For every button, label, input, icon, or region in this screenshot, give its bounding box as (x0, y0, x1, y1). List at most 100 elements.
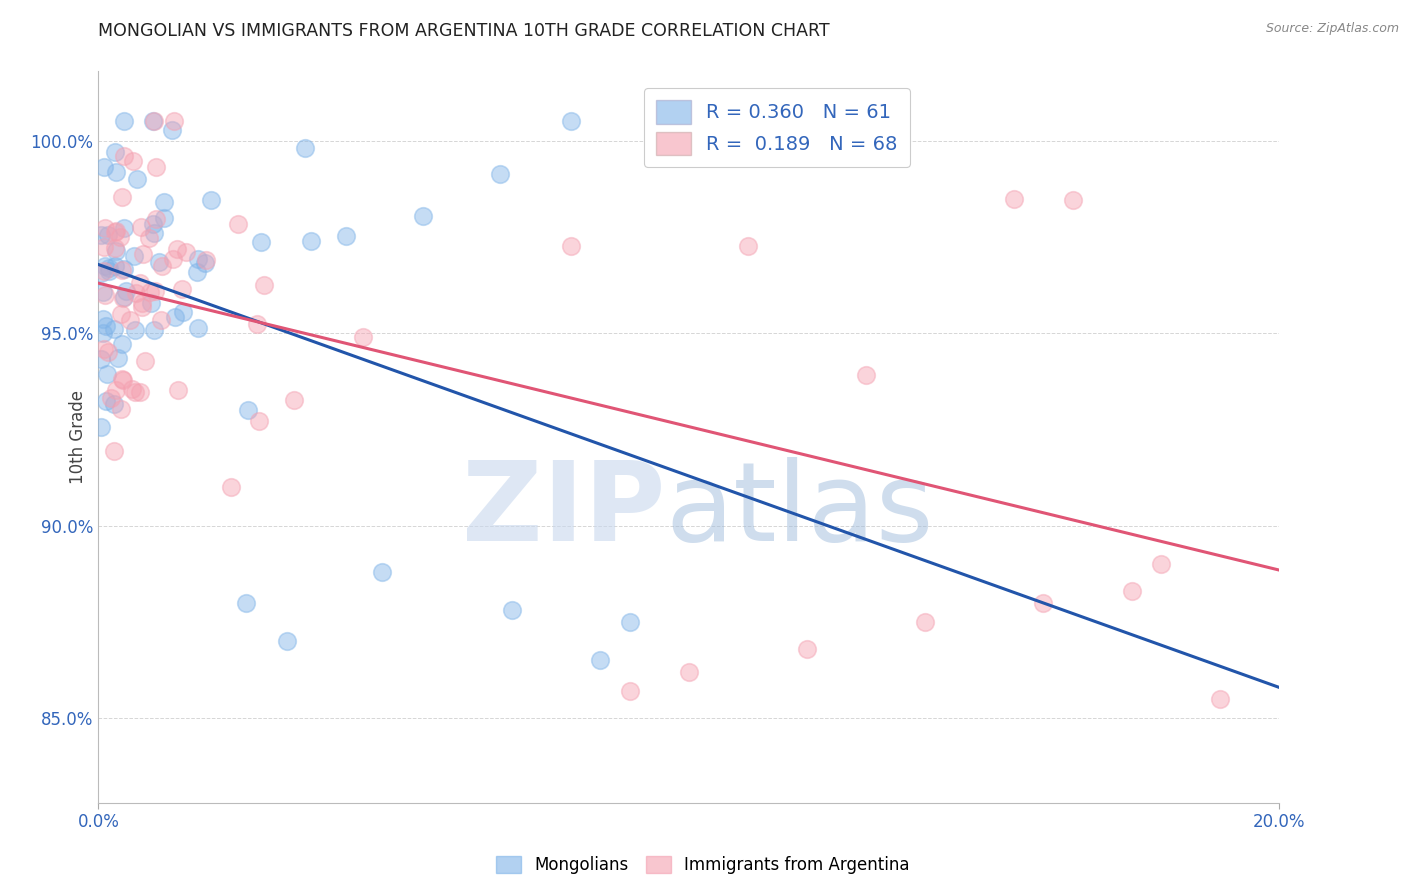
Point (352, 330, 374, 344)
Point (276, 634, 298, 648)
Point (105, 244, 128, 258)
Point (105, 164, 128, 178)
Point (143, 114, 166, 128)
Point (589, 653, 612, 667)
Point (105, 383, 128, 397)
Point (94, 393, 117, 408)
Point (252, 278, 274, 293)
Y-axis label: 10th Grade: 10th Grade (69, 390, 87, 484)
Point (226, 217, 249, 231)
Point (132, 246, 155, 260)
Point (139, 296, 162, 310)
Point (162, 114, 184, 128)
Point (1150, 557, 1173, 571)
Point (1032, 596, 1054, 610)
Point (153, 211, 176, 225)
Point (134, 353, 156, 368)
Point (111, 372, 134, 386)
Point (128, 276, 150, 290)
Point (131, 219, 153, 234)
Point (138, 231, 160, 245)
Text: atlas: atlas (665, 457, 934, 564)
Point (737, 239, 759, 253)
Point (236, 402, 259, 417)
Point (796, 641, 818, 656)
Point (560, 114, 582, 128)
Point (93, 160, 115, 174)
Point (172, 305, 194, 319)
Point (112, 114, 135, 128)
Legend: Mongolians, Immigrants from Argentina: Mongolians, Immigrants from Argentina (492, 851, 914, 880)
Point (90, 419, 112, 434)
Point (166, 242, 188, 256)
Point (246, 317, 269, 331)
Point (112, 261, 135, 276)
Point (104, 241, 127, 255)
Point (619, 684, 641, 698)
Point (96, 367, 118, 381)
Point (187, 252, 209, 266)
Point (145, 212, 167, 227)
Point (94, 221, 117, 235)
Point (489, 167, 512, 181)
Point (125, 285, 148, 300)
Point (250, 235, 273, 250)
Point (143, 323, 166, 337)
Point (120, 312, 142, 326)
Point (100, 392, 122, 406)
Point (131, 300, 153, 314)
Point (148, 255, 170, 269)
Point (112, 149, 135, 163)
Point (235, 596, 257, 610)
Point (187, 321, 209, 335)
Point (110, 402, 132, 417)
Point (142, 114, 165, 128)
Point (111, 291, 134, 305)
Point (103, 443, 125, 458)
Point (104, 225, 127, 239)
Point (110, 262, 132, 277)
Point (371, 565, 394, 579)
Point (247, 414, 270, 428)
Point (186, 265, 208, 279)
Point (103, 397, 125, 411)
Point (1121, 584, 1143, 599)
Text: Source: ZipAtlas.com: Source: ZipAtlas.com (1265, 22, 1399, 36)
Point (94, 259, 117, 273)
Point (98, 261, 121, 276)
Point (107, 351, 129, 366)
Point (91, 326, 114, 341)
Legend: R = 0.360   N = 61, R =  0.189   N = 68: R = 0.360 N = 61, R = 0.189 N = 68 (644, 88, 910, 167)
Point (93, 240, 115, 254)
Point (1002, 193, 1025, 207)
Point (294, 141, 316, 155)
Point (194, 252, 217, 267)
Point (121, 382, 143, 396)
Point (110, 307, 132, 321)
Point (90, 266, 112, 280)
Point (145, 160, 167, 174)
Point (283, 393, 305, 408)
Point (335, 229, 357, 244)
Point (560, 239, 582, 253)
Point (194, 256, 217, 270)
Point (149, 313, 172, 327)
Point (125, 172, 148, 186)
Point (91, 311, 114, 326)
Point (174, 244, 197, 259)
Point (94, 318, 117, 333)
Point (97, 344, 120, 359)
Point (501, 603, 523, 617)
Point (104, 145, 127, 159)
Point (97, 263, 120, 277)
Point (142, 217, 165, 231)
Point (299, 234, 322, 248)
Point (97, 228, 120, 243)
Point (138, 285, 160, 300)
Point (112, 290, 135, 304)
Point (150, 259, 173, 273)
Point (115, 284, 138, 298)
Point (124, 323, 146, 337)
Point (124, 250, 146, 264)
Point (162, 252, 184, 266)
